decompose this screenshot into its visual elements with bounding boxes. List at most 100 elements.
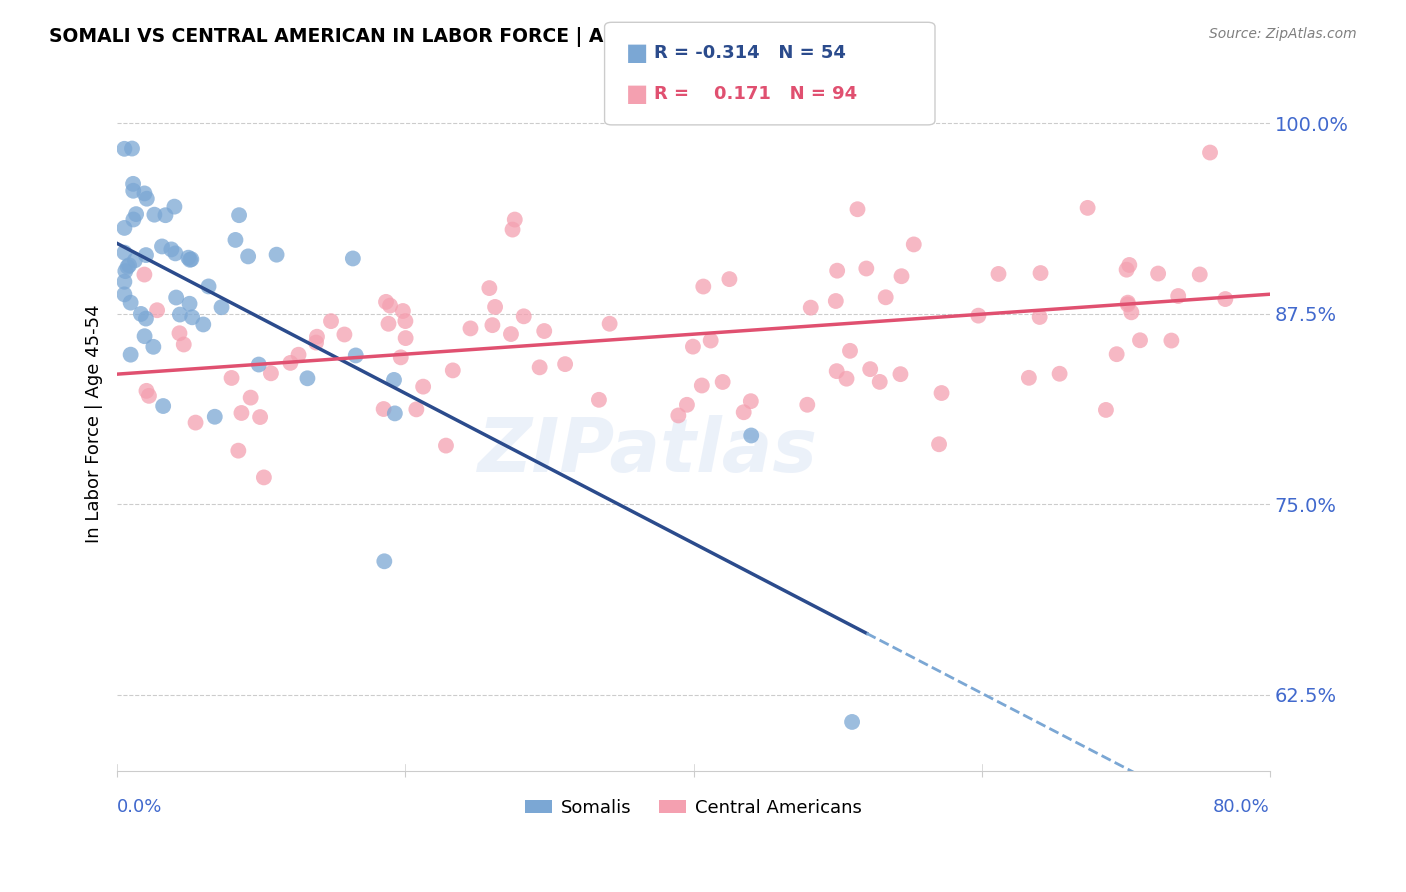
- Point: [135, 311, 157, 326]
- Point: [533, 324, 555, 338]
- Point: [484, 300, 506, 314]
- Point: [825, 364, 848, 378]
- Point: [796, 398, 818, 412]
- Point: [135, 384, 157, 398]
- Point: [280, 356, 302, 370]
- Point: [1115, 262, 1137, 277]
- Point: [800, 301, 823, 315]
- Point: [375, 294, 398, 309]
- Point: [112, 221, 135, 235]
- Point: [124, 253, 146, 268]
- Point: [184, 416, 207, 430]
- Point: [1018, 371, 1040, 385]
- Point: [460, 321, 482, 335]
- Point: [287, 348, 309, 362]
- Point: [875, 290, 897, 304]
- Point: [373, 554, 395, 568]
- Point: [120, 348, 142, 362]
- Point: [125, 207, 148, 221]
- Point: [835, 372, 858, 386]
- Point: [869, 375, 891, 389]
- Point: [1028, 310, 1050, 324]
- Point: [193, 318, 215, 332]
- Text: ■: ■: [626, 82, 648, 105]
- Point: [503, 212, 526, 227]
- Point: [253, 470, 276, 484]
- Point: [987, 267, 1010, 281]
- Point: [180, 252, 202, 267]
- Point: [1213, 292, 1236, 306]
- Point: [859, 362, 882, 376]
- Y-axis label: In Labor Force | Age 45-54: In Labor Force | Age 45-54: [86, 305, 103, 543]
- Point: [554, 357, 576, 371]
- Point: [142, 340, 165, 354]
- Point: [1121, 305, 1143, 319]
- Point: [146, 303, 169, 318]
- Point: [239, 391, 262, 405]
- Point: [499, 327, 522, 342]
- Point: [441, 363, 464, 377]
- Point: [666, 409, 689, 423]
- Point: [711, 375, 734, 389]
- Point: [179, 252, 201, 267]
- Point: [181, 310, 204, 325]
- Point: [138, 389, 160, 403]
- Point: [112, 287, 135, 301]
- Point: [177, 251, 200, 265]
- Point: [305, 329, 328, 343]
- Point: [122, 184, 145, 198]
- Point: [112, 245, 135, 260]
- Text: R = -0.314   N = 54: R = -0.314 N = 54: [654, 44, 845, 62]
- Point: [382, 373, 405, 387]
- Point: [699, 334, 721, 348]
- Point: [122, 177, 145, 191]
- Point: [529, 360, 551, 375]
- Point: [1129, 333, 1152, 347]
- Point: [740, 428, 762, 442]
- Text: Source: ZipAtlas.com: Source: ZipAtlas.com: [1209, 27, 1357, 41]
- Point: [394, 314, 416, 328]
- Point: [384, 406, 406, 420]
- Point: [224, 233, 246, 247]
- Point: [163, 200, 186, 214]
- Point: [405, 402, 427, 417]
- Point: [846, 202, 869, 217]
- Point: [855, 261, 877, 276]
- Point: [967, 309, 990, 323]
- Point: [160, 243, 183, 257]
- Point: [134, 329, 156, 343]
- Text: ZIPatlas: ZIPatlas: [478, 416, 817, 488]
- Point: [377, 317, 399, 331]
- Point: [155, 208, 177, 222]
- Point: [412, 379, 434, 393]
- Point: [211, 300, 233, 314]
- Point: [169, 308, 191, 322]
- Point: [333, 327, 356, 342]
- Point: [1118, 258, 1140, 272]
- Point: [112, 142, 135, 156]
- Point: [718, 272, 741, 286]
- Point: [682, 340, 704, 354]
- Point: [150, 239, 173, 253]
- Point: [342, 252, 364, 266]
- Point: [599, 317, 621, 331]
- Point: [117, 260, 139, 274]
- Point: [481, 318, 503, 333]
- Point: [1188, 268, 1211, 282]
- Point: [1116, 297, 1139, 311]
- Point: [228, 443, 250, 458]
- Point: [179, 297, 201, 311]
- Point: [1167, 289, 1189, 303]
- Point: [1049, 367, 1071, 381]
- Point: [152, 399, 174, 413]
- Point: [1147, 267, 1170, 281]
- Point: [319, 314, 342, 328]
- Point: [305, 335, 328, 350]
- Point: [378, 299, 401, 313]
- Point: [297, 371, 319, 385]
- Point: [389, 351, 412, 365]
- Point: [260, 367, 283, 381]
- Point: [1105, 347, 1128, 361]
- Text: R =    0.171   N = 94: R = 0.171 N = 94: [654, 85, 856, 103]
- Point: [169, 326, 191, 341]
